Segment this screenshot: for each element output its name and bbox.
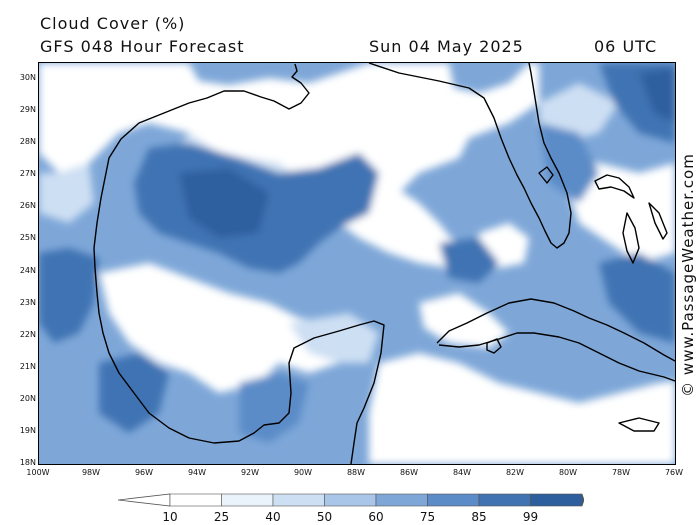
coastline-lake-okeechobee (538, 166, 554, 184)
legend-tick: 75 (419, 510, 436, 524)
lon-label: 78W (611, 468, 631, 477)
legend-swatch (375, 493, 428, 507)
lon-label: 80W (558, 468, 578, 477)
legend-tick: 60 (368, 510, 384, 524)
lon-label: 100W (26, 468, 50, 477)
coastline-florida (368, 63, 572, 249)
coastline-gulf-west (93, 63, 385, 464)
legend-tick: 40 (265, 510, 281, 524)
forecast-date: Sun 04 May 2025 (369, 37, 524, 56)
lat-label: 29N (19, 105, 36, 115)
lat-label: 28N (19, 137, 36, 147)
legend-swatch (272, 493, 325, 507)
coastline-jamaica (618, 417, 660, 432)
cloud-florida-peninsula (539, 123, 599, 203)
coastline-isle-of-youth (486, 338, 502, 354)
legend-tick: 99 (522, 510, 539, 524)
map-svg (39, 63, 675, 464)
lat-label: 30N (19, 73, 36, 83)
legend-arrow-low (118, 493, 171, 507)
lon-label: 86W (399, 468, 419, 477)
legend-swatch (324, 493, 377, 507)
watermark: © www.PassageWeather.com (676, 150, 700, 400)
thin-cloud-texas (39, 163, 94, 223)
legend-tick: 25 (213, 510, 230, 524)
clear-north (39, 63, 539, 203)
lat-label: 18N (19, 458, 36, 467)
legend-tick: 85 (471, 510, 487, 524)
overcast-core (179, 168, 269, 238)
lon-label: 98W (81, 468, 101, 477)
coastlines (93, 63, 675, 464)
lat-label: 20N (19, 393, 36, 403)
lon-label: 90W (293, 468, 313, 477)
legend-arrow-high (581, 493, 584, 507)
lon-label: 76W (664, 468, 684, 477)
legend-swatch (169, 493, 222, 507)
lon-label: 88W (346, 468, 366, 477)
lat-label: 25N (19, 233, 36, 243)
lat-label: 21N (19, 361, 36, 371)
overcast-atlantic (639, 68, 675, 123)
legend-swatch (478, 493, 531, 507)
coastline-eleuthera (648, 202, 668, 240)
color-legend-bar (118, 493, 584, 507)
coastline-andros (622, 212, 640, 264)
lat-label: 24N (19, 265, 36, 275)
map-title: Cloud Cover (%) (40, 14, 186, 33)
cloud-field (39, 63, 675, 464)
dense-cloud-bahamas-south (599, 253, 675, 343)
lat-label: 23N (19, 297, 36, 307)
coastline-cuba-north (436, 298, 675, 362)
legend-swatch (427, 493, 480, 507)
legend-tick: 50 (316, 510, 333, 524)
lon-label: 94W (187, 468, 207, 477)
lat-label: 19N (19, 425, 36, 435)
lon-label: 96W (134, 468, 154, 477)
lon-label: 84W (452, 468, 472, 477)
lat-label: 22N (19, 329, 36, 339)
dense-cloud-east (439, 238, 499, 283)
lat-label: 27N (19, 169, 36, 179)
clear-caribbean (369, 353, 675, 464)
clear-southwest (99, 263, 349, 393)
coastline-grand-bahama (594, 174, 635, 199)
legend-swatch (221, 493, 274, 507)
clear-yucatan-channel (419, 293, 509, 348)
watermark-text: © www.PassageWeather.com (679, 153, 697, 397)
legend-tick: 10 (162, 510, 178, 524)
legend-swatch (530, 493, 583, 507)
lat-label: 26N (19, 201, 36, 211)
lon-label: 82W (505, 468, 525, 477)
lon-label: 92W (240, 468, 260, 477)
coastline-cuba-south (438, 332, 675, 382)
dense-cloud-mexico-coast (39, 248, 99, 343)
forecast-subtitle: GFS 048 Hour Forecast (40, 37, 245, 56)
cloud-cover-map (38, 62, 676, 465)
forecast-time: 06 UTC (594, 37, 658, 56)
